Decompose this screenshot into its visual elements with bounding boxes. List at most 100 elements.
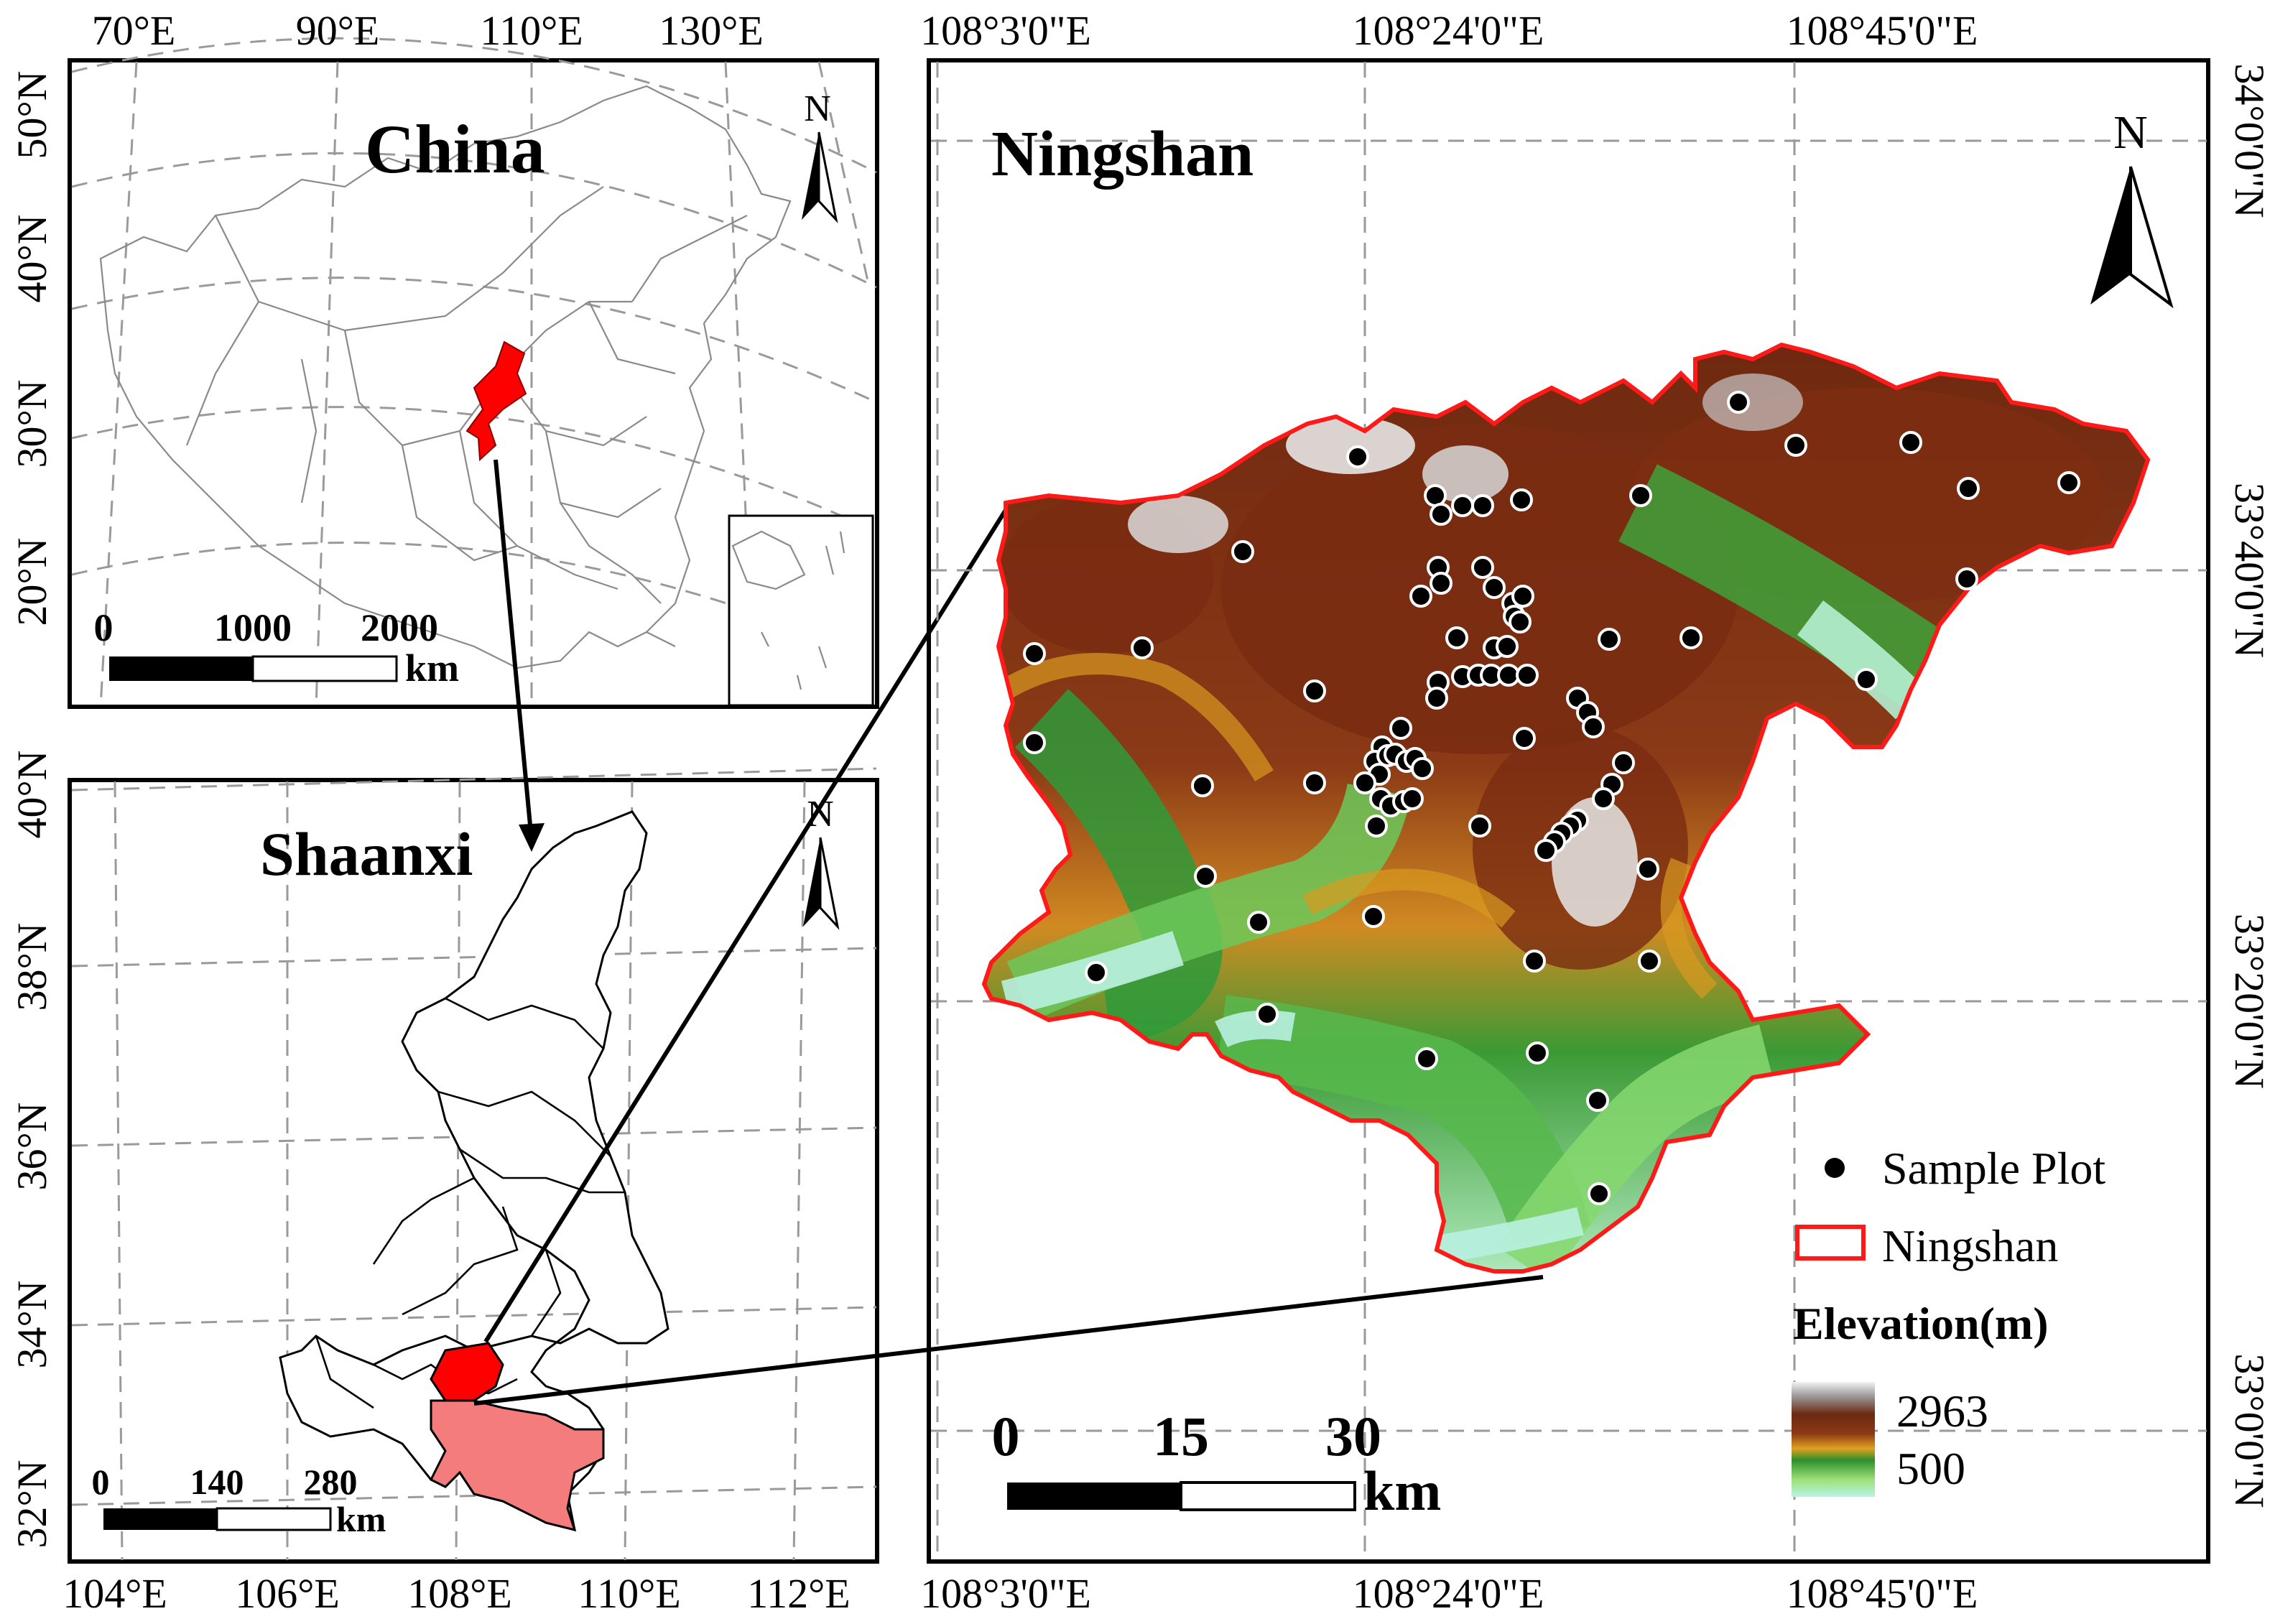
sample-plot-marker: [1513, 727, 1536, 750]
svg-text:0: 0: [992, 1405, 1020, 1467]
sample-plot-marker: [1899, 431, 1922, 454]
sample-plot-marker: [1256, 1003, 1279, 1026]
ningshan-top-tick-2: 108°24'0"E: [1353, 7, 1544, 54]
china-frame: [68, 58, 879, 709]
ningshan-right-tick-1: 34°0'0"N: [2226, 63, 2273, 218]
shaanxi-tick-40N: 40°N: [9, 750, 55, 838]
svg-text:km: km: [336, 1499, 386, 1539]
shaanxi-highlight: [465, 340, 527, 462]
ningshan-county-highlight: [430, 1342, 504, 1402]
ningshan-bottom-tick-2: 108°24'0"E: [1353, 1570, 1544, 1617]
sample-plot-marker: [1534, 839, 1557, 862]
connector-lines: [473, 459, 1544, 1406]
shaanxi-tick-34N: 34°N: [9, 1280, 55, 1368]
sample-plot-marker: [1629, 484, 1652, 507]
sample-plot-marker: [1727, 391, 1750, 414]
svg-text:0: 0: [92, 1462, 110, 1502]
sample-plot-marker: [1415, 1047, 1438, 1070]
svg-text:1000: 1000: [214, 606, 292, 649]
ningshan-boundary: [981, 342, 2151, 1273]
sample-plot-marker: [1586, 1089, 1609, 1112]
sample-plot-marker: [1247, 911, 1270, 934]
shaanxi-tick-32N: 32°N: [9, 1460, 55, 1548]
sample-plot-marker: [1496, 635, 1519, 658]
sample-plot-marker: [1362, 905, 1385, 928]
shaanxi-panel: Shaanxi N 0 140 280 km 104°E 106°E 108°E…: [9, 750, 879, 1617]
china-tick-40N: 40°N: [9, 214, 55, 302]
svg-text:2000: 2000: [361, 606, 438, 649]
shaanxi-title: Shaanxi: [260, 820, 473, 888]
sample-plot-marker: [1612, 751, 1635, 774]
china-tick-130E: 130°E: [659, 7, 764, 54]
legend-boundary-label: Ningshan: [1882, 1220, 2058, 1271]
sample-plot-marker: [1955, 567, 1978, 590]
svg-text:0: 0: [94, 606, 113, 649]
ningshan-bottom-tick-3: 108°45'0"E: [1787, 1570, 1978, 1617]
sample-plot-marker: [1511, 585, 1534, 608]
sample-plot-marker: [1516, 664, 1539, 687]
svg-text:N: N: [2113, 106, 2148, 159]
china-panel: China N 0 1000 2000 km 70°E 90°E 110°E 1…: [9, 7, 879, 709]
ningshan-top-tick-3: 108°45'0"E: [1787, 7, 1978, 54]
shaanxi-tick-110E: 110°E: [578, 1570, 680, 1617]
shaanxi-tick-104E: 104°E: [62, 1570, 167, 1617]
legend-elevation-ramp: [1792, 1382, 1875, 1497]
sample-plot-marker: [1526, 1041, 1549, 1064]
sample-plot-marker: [1509, 611, 1532, 634]
sample-plot-marker: [1784, 434, 1807, 457]
legend-elevation-min: 500: [1896, 1443, 1965, 1494]
legend-elevation-title: Elevation(m): [1793, 1298, 2049, 1349]
ningshan-legend: Sample Plot Ningshan Elevation(m) 2963 5…: [1792, 1143, 2105, 1497]
shaanxi-tick-38N: 38°N: [9, 922, 55, 1011]
sample-plot-marker: [1023, 642, 1046, 665]
legend-sample-plot-label: Sample Plot: [1882, 1143, 2105, 1194]
sample-plot-marker: [1468, 815, 1491, 837]
sample-plot-marker: [1131, 636, 1154, 659]
svg-text:N: N: [804, 88, 831, 129]
sample-plot-marker: [1389, 717, 1412, 740]
legend-sample-plot-symbol: [1825, 1158, 1845, 1178]
sample-plot-marker: [1471, 494, 1494, 517]
inset-outline: [731, 530, 845, 690]
china-tick-50N: 50°N: [9, 70, 55, 159]
ningshan-bottom-tick-1: 108°3'0"E: [920, 1570, 1091, 1617]
sample-plot-marker: [1638, 950, 1661, 973]
sample-plot-marker: [1592, 787, 1615, 810]
sample-plot-marker: [1957, 477, 1980, 500]
sample-plot-marker: [1365, 815, 1388, 837]
sample-plot-marker: [1483, 576, 1506, 599]
sample-plot-marker: [1191, 774, 1214, 797]
sample-plot-marker: [1401, 787, 1424, 810]
ningshan-top-tick-1: 108°3'0"E: [920, 7, 1091, 54]
sample-plot-marker: [1424, 484, 1447, 507]
sample-plot-marker: [1023, 731, 1046, 754]
sample-plot-marker: [1425, 687, 1448, 710]
svg-text:15: 15: [1153, 1405, 1209, 1467]
shaanxi-north-arrow-icon: N: [803, 794, 840, 930]
shaanxi-scalebar: 0 140 280 km: [92, 1462, 386, 1539]
sample-plot-marker: [1303, 771, 1326, 794]
sample-plot-marker: [1510, 488, 1533, 511]
ningshan-right-tick-2: 33°40'0"N: [2226, 483, 2273, 658]
sample-plot-marker: [1582, 715, 1605, 738]
sample-plot-marker: [1679, 626, 1702, 649]
china-tick-30N: 30°N: [9, 379, 55, 468]
china-outline: [99, 85, 792, 669]
sample-plot-marker: [1523, 950, 1546, 973]
sample-plot-marker: [1411, 757, 1434, 780]
ningshan-scalebar: 0 15 30 km: [992, 1405, 1442, 1522]
china-tick-70E: 70°E: [92, 7, 176, 54]
china-graticule: [71, 37, 877, 707]
shaanxi-tick-36N: 36°N: [9, 1102, 55, 1190]
sample-plot-marker: [1471, 556, 1494, 579]
ningshan-right-tick-4: 33°0'0"N: [2226, 1353, 2273, 1508]
china-scalebar: 0 1000 2000 km: [94, 606, 460, 690]
ningshan-title: Ningshan: [991, 119, 1254, 190]
sample-plot-marker: [1855, 668, 1878, 691]
china-title: China: [365, 111, 545, 187]
legend-boundary-symbol: [1795, 1225, 1866, 1261]
svg-text:30: 30: [1325, 1405, 1381, 1467]
sample-plot-marker: [1445, 626, 1468, 649]
ankang-region: [429, 1399, 605, 1532]
china-tick-90E: 90°E: [296, 7, 380, 54]
